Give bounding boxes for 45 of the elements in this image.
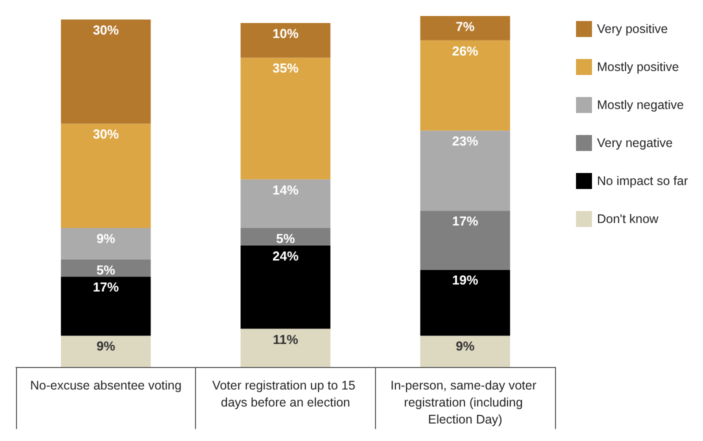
bar: [420, 336, 510, 367]
data-label: 11%: [272, 332, 299, 347]
bar: [420, 130, 510, 211]
data-label: 26%: [452, 43, 479, 58]
legend-label: Very positive: [596, 22, 668, 36]
data-label: 9%: [96, 338, 116, 354]
bar: [60, 259, 151, 277]
legend-label: Don't know: [596, 212, 660, 226]
bar: [60, 228, 151, 260]
data-label: 17%: [452, 214, 479, 229]
bar: [240, 179, 330, 228]
data-label: 14%: [272, 182, 299, 198]
bar: [60, 336, 151, 367]
bar: [240, 328, 330, 367]
data-label: 30%: [92, 22, 120, 38]
legend-label: Very negative: [596, 136, 673, 150]
data-label: 23%: [452, 134, 479, 149]
x-tick-label: No-excuse absentee voting: [30, 378, 182, 392]
x-tick-label: In-person, same-day voter registration (including Election Day): [390, 378, 540, 426]
bar: [240, 245, 330, 329]
data-label: 19%: [452, 272, 479, 288]
legend-label: Mostly negative: [596, 98, 684, 112]
bar: [420, 270, 510, 336]
data-label: 10%: [272, 26, 299, 41]
bar: [240, 58, 330, 180]
data-label: 24%: [272, 248, 299, 264]
bar: [420, 16, 510, 40]
x-tick-label: Voter registration up to 15 days before an election: [212, 378, 359, 410]
data-label: 5%: [96, 262, 116, 278]
data-label: 5%: [276, 230, 296, 246]
data-label: 35%: [272, 60, 299, 76]
bar: [240, 22, 330, 58]
data-label: 9%: [456, 338, 475, 354]
bar: [60, 124, 151, 228]
bar: [420, 40, 510, 131]
data-label: 7%: [456, 19, 475, 34]
bar: [240, 228, 330, 246]
bar: [60, 19, 151, 124]
data-label: 30%: [92, 126, 120, 142]
data-label: 17%: [92, 280, 120, 295]
bar: [420, 210, 510, 270]
data-label: 9%: [96, 230, 116, 246]
bar: [60, 276, 151, 336]
legend-label: Mostly positive: [596, 60, 680, 74]
legend-label: No impact so far: [596, 174, 688, 188]
